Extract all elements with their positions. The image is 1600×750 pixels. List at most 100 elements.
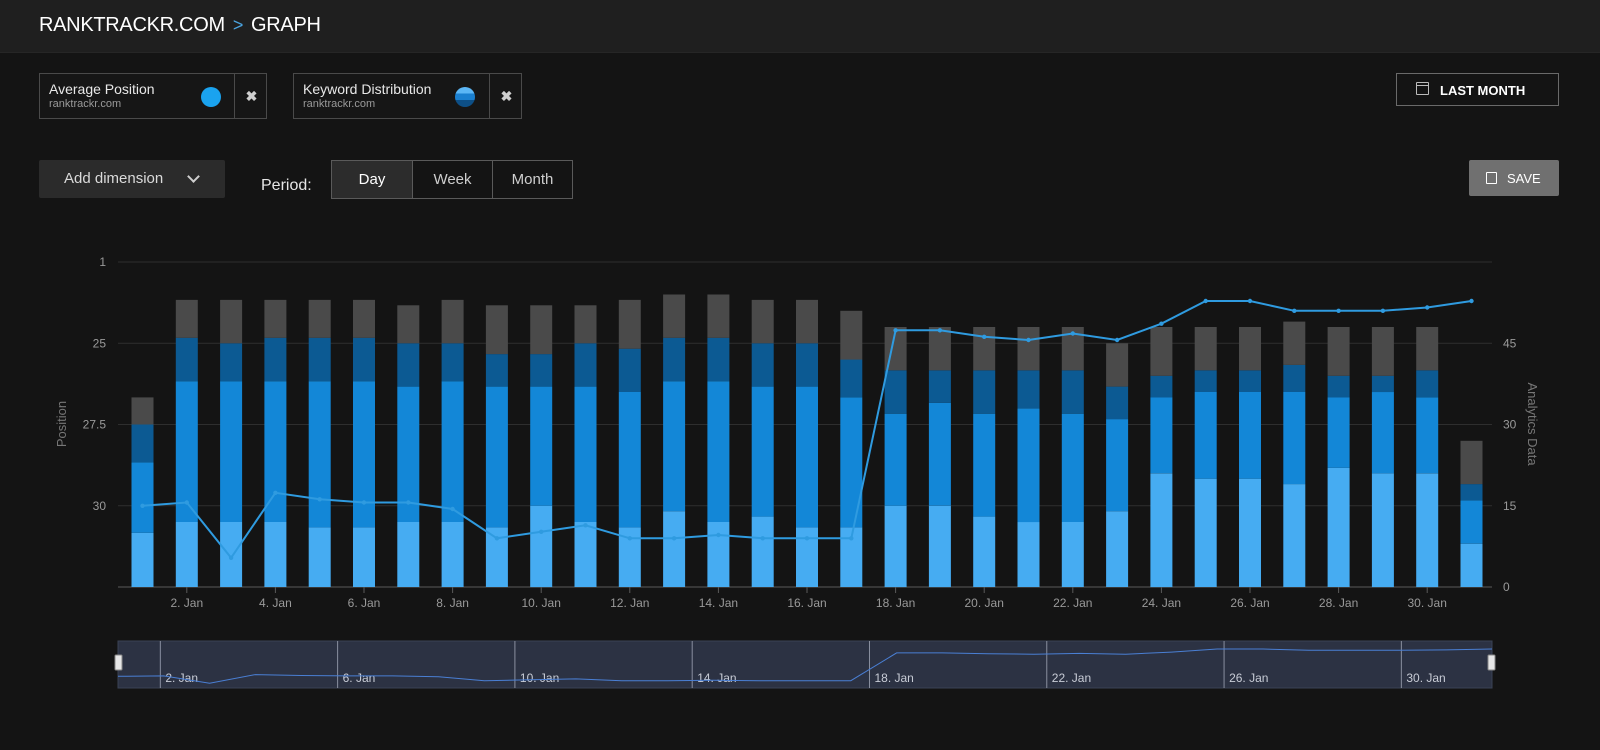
line-point[interactable] (406, 500, 411, 505)
chart-bar[interactable] (574, 305, 597, 344)
chart-bar[interactable] (485, 354, 508, 387)
chart-bar[interactable] (1460, 440, 1483, 485)
line-point[interactable] (760, 536, 765, 541)
chart-bar[interactable] (308, 337, 331, 382)
line-point[interactable] (849, 536, 854, 541)
chart-bar[interactable] (751, 386, 774, 517)
chart-bar[interactable] (530, 505, 553, 588)
line-point[interactable] (273, 490, 278, 495)
chart-bar[interactable] (175, 381, 198, 522)
chart-bar[interactable] (131, 424, 154, 463)
chart-bar[interactable] (1239, 392, 1261, 479)
chart-bar[interactable] (840, 310, 863, 360)
chart-bar[interactable] (397, 343, 420, 387)
line-point[interactable] (1026, 337, 1031, 343)
chart-bar[interactable] (574, 386, 597, 522)
line-point[interactable] (494, 536, 500, 541)
chart-bar[interactable] (973, 516, 996, 587)
chart-bar[interactable] (485, 305, 508, 355)
chart-bar[interactable] (530, 386, 553, 506)
chart-bar[interactable] (1371, 473, 1394, 588)
chart-bar[interactable] (441, 522, 464, 587)
chart-bar[interactable] (1017, 370, 1040, 409)
chart-bar[interactable] (1106, 511, 1129, 587)
navigator-handle-left[interactable] (114, 654, 123, 671)
chart-bar[interactable] (441, 343, 464, 382)
line-point[interactable] (1336, 308, 1341, 313)
chart-bar[interactable] (796, 343, 818, 387)
chart-bar[interactable] (1239, 370, 1261, 392)
chart-bar[interactable] (308, 527, 331, 587)
chart-bar[interactable] (530, 305, 553, 355)
chart-bar[interactable] (1194, 392, 1217, 479)
chart-bar[interactable] (220, 381, 243, 522)
chart-bar[interactable] (1416, 397, 1439, 474)
chart-bar[interactable] (1283, 484, 1306, 587)
chart-bar[interactable] (707, 381, 730, 522)
chart-bar[interactable] (1327, 327, 1350, 376)
chart-bar[interactable] (1371, 392, 1394, 474)
chart-bar[interactable] (308, 299, 331, 338)
line-point[interactable] (228, 555, 234, 560)
chart-bar[interactable] (1106, 386, 1129, 420)
chart-bar[interactable] (1017, 327, 1040, 371)
line-point[interactable] (583, 523, 588, 528)
chart-bar[interactable] (928, 505, 951, 588)
chart-bar[interactable] (264, 299, 287, 338)
chart-bar[interactable] (928, 327, 951, 371)
line-point[interactable] (140, 503, 145, 508)
chart-bar[interactable] (707, 337, 730, 382)
chart-bar[interactable] (353, 381, 375, 528)
line-point[interactable] (1380, 308, 1386, 313)
line-point[interactable] (1070, 331, 1076, 336)
chart-bar[interactable] (574, 343, 597, 387)
chart-bar[interactable] (220, 343, 243, 382)
chart-bar[interactable] (1460, 500, 1483, 544)
chart-bar[interactable] (131, 532, 154, 587)
chart-bar[interactable] (884, 413, 907, 506)
chart-bar[interactable] (1239, 327, 1261, 371)
add-dimension-dropdown[interactable]: Add dimension (39, 160, 225, 198)
line-point[interactable] (1247, 298, 1253, 304)
chart-bar[interactable] (1106, 419, 1129, 512)
chart-bar[interactable] (1416, 473, 1439, 588)
chart-bar[interactable] (663, 381, 686, 512)
chart-bar[interactable] (884, 505, 907, 588)
line-point[interactable] (627, 536, 632, 541)
chart-bar[interactable] (796, 386, 818, 528)
chart-bar[interactable] (175, 299, 198, 338)
chart-bar[interactable] (1106, 343, 1129, 387)
chart-bar[interactable] (1061, 370, 1084, 414)
chart-bar[interactable] (707, 522, 730, 587)
chart-bar[interactable] (397, 386, 420, 522)
chart-bar[interactable] (707, 294, 730, 338)
line-point[interactable] (1425, 305, 1430, 310)
line-point[interactable] (317, 497, 322, 502)
chart-bar[interactable] (973, 327, 996, 371)
chart-bar[interactable] (441, 299, 464, 344)
chart-bar[interactable] (397, 522, 420, 587)
chart-bar[interactable] (840, 527, 863, 587)
chart-bar[interactable] (1460, 543, 1483, 587)
chart-bar[interactable] (1150, 397, 1173, 474)
chart-bar[interactable] (1017, 522, 1040, 587)
line-point[interactable] (937, 328, 943, 333)
date-range-button[interactable]: LAST MONTH (1396, 73, 1559, 106)
chart-bar[interactable] (397, 305, 420, 344)
chart-bar[interactable] (353, 299, 375, 338)
chart-bar[interactable] (1239, 478, 1261, 587)
chart-bar[interactable] (353, 527, 375, 587)
chart-bar[interactable] (1194, 478, 1217, 587)
chart-bar[interactable] (973, 370, 996, 414)
chart-bar[interactable] (1150, 327, 1173, 376)
chart-bar[interactable] (1194, 327, 1217, 371)
chart-bar[interactable] (175, 337, 198, 382)
chart-bar[interactable] (1283, 321, 1306, 365)
save-button[interactable]: SAVE (1469, 160, 1559, 196)
line-point[interactable] (893, 328, 898, 333)
chart-bar[interactable] (840, 359, 863, 398)
chart-bar[interactable] (530, 354, 553, 387)
line-point[interactable] (539, 529, 544, 534)
chart-bar[interactable] (840, 397, 863, 528)
chart-bar[interactable] (928, 402, 951, 506)
